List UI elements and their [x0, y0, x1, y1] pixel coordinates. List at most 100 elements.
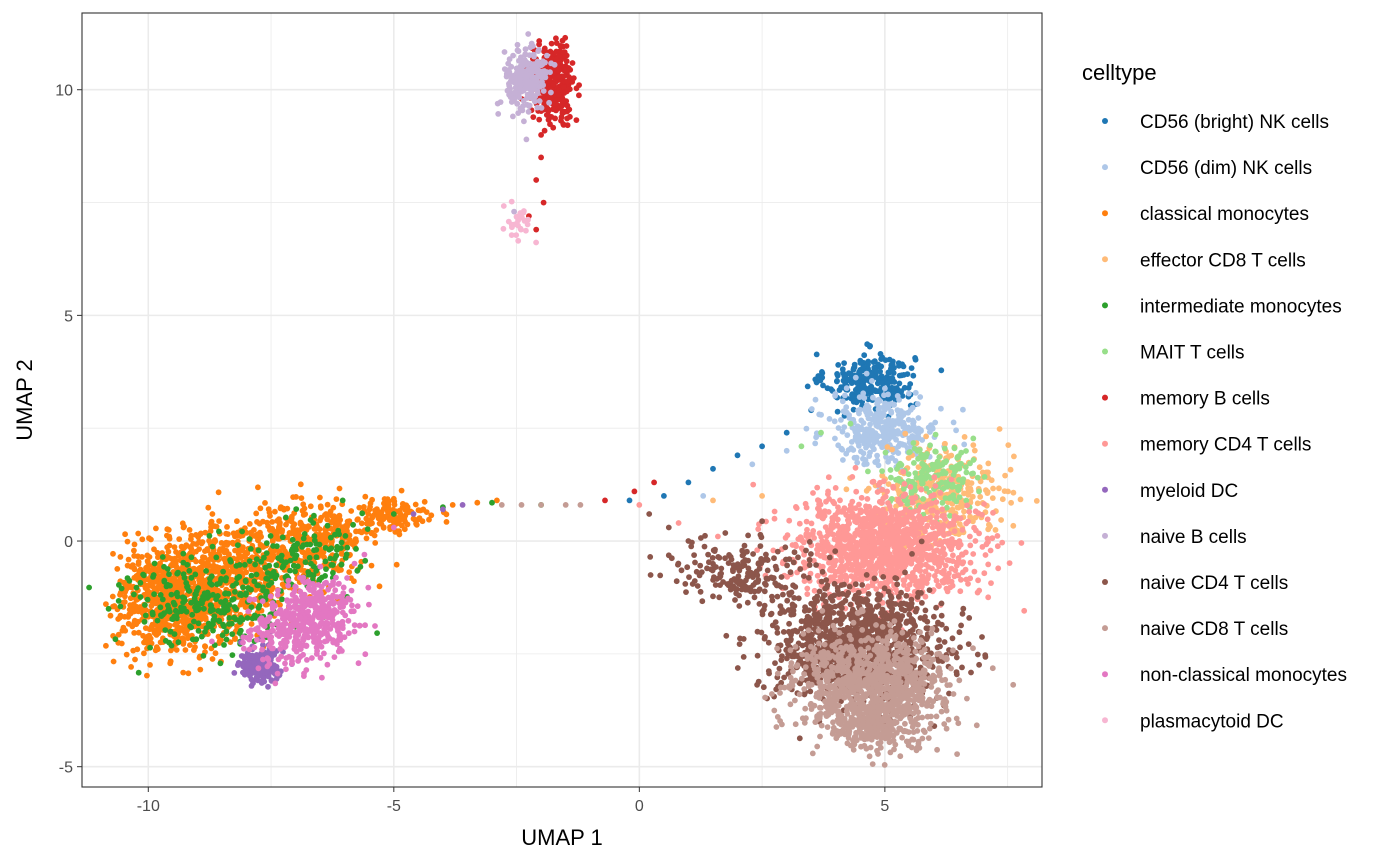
- data-point: [206, 537, 213, 544]
- data-point: [952, 468, 958, 475]
- data-point: [255, 537, 261, 544]
- data-point: [846, 415, 853, 421]
- data-point: [174, 589, 180, 596]
- data-point: [864, 496, 871, 502]
- data-point: [255, 484, 261, 491]
- data-point: [257, 541, 264, 548]
- data-point: [953, 427, 959, 434]
- data-point: [378, 520, 385, 527]
- data-point: [961, 441, 968, 448]
- data-point: [233, 563, 240, 569]
- data-point: [153, 525, 159, 532]
- data-point: [963, 448, 969, 454]
- data-point: [374, 630, 380, 636]
- data-point: [563, 58, 570, 65]
- data-point: [818, 411, 824, 418]
- data-point: [861, 461, 868, 468]
- data-point: [873, 367, 879, 374]
- data-point: [195, 620, 202, 627]
- data-point: [533, 226, 540, 233]
- data-point: [354, 567, 361, 574]
- data-point: [376, 583, 383, 590]
- data-point: [135, 669, 142, 676]
- data-point: [988, 580, 994, 586]
- data-point: [244, 615, 251, 621]
- data-point: [135, 629, 142, 636]
- data-point: [241, 561, 248, 568]
- data-point: [193, 636, 200, 643]
- data-point: [710, 465, 716, 472]
- data-point: [866, 562, 873, 569]
- data-point: [564, 115, 570, 122]
- data-point: [966, 508, 973, 515]
- data-point: [533, 177, 540, 183]
- data-point: [956, 538, 963, 544]
- data-point: [1021, 607, 1028, 614]
- data-point: [863, 444, 869, 451]
- data-point: [734, 452, 741, 459]
- data-point: [317, 494, 323, 501]
- data-point: [302, 559, 309, 566]
- data-point: [279, 529, 285, 535]
- data-point: [131, 630, 138, 636]
- data-point: [350, 521, 356, 528]
- data-point: [390, 511, 397, 517]
- data-point: [376, 510, 383, 516]
- data-point: [443, 519, 450, 525]
- data-point: [184, 584, 191, 590]
- data-point: [555, 73, 562, 80]
- data-point: [941, 567, 947, 574]
- data-point: [198, 540, 205, 547]
- data-point: [564, 78, 571, 85]
- data-point: [203, 625, 210, 631]
- data-point: [293, 546, 299, 553]
- data-point: [372, 507, 378, 514]
- data-point: [970, 551, 977, 557]
- data-point: [157, 622, 164, 629]
- data-point: [525, 108, 532, 115]
- data-point: [216, 518, 223, 524]
- data-point: [843, 563, 849, 570]
- data-point: [853, 488, 860, 495]
- data-point: [819, 370, 826, 376]
- data-point: [131, 541, 138, 548]
- data-point: [963, 497, 970, 504]
- data-point: [840, 457, 846, 463]
- data-point: [322, 573, 328, 579]
- data-point: [105, 605, 112, 612]
- data-point: [313, 554, 320, 561]
- data-point: [203, 568, 210, 574]
- data-point: [923, 433, 929, 440]
- data-point: [843, 512, 850, 518]
- data-point: [196, 546, 203, 552]
- data-point: [541, 45, 548, 52]
- data-point: [912, 389, 919, 396]
- data-point: [866, 453, 873, 459]
- data-point: [217, 660, 224, 667]
- data-point: [939, 506, 946, 513]
- data-point: [255, 582, 262, 589]
- data-point: [274, 528, 281, 535]
- data-point: [216, 640, 223, 646]
- data-point: [865, 361, 871, 368]
- data-point: [112, 636, 119, 643]
- data-point: [913, 522, 919, 529]
- data-point: [972, 508, 979, 515]
- data-point: [882, 375, 889, 382]
- data-point: [333, 552, 340, 559]
- data-point: [1018, 540, 1025, 546]
- data-point: [917, 550, 924, 556]
- data-point: [205, 504, 212, 511]
- data-point: [928, 500, 935, 507]
- data-point: [819, 563, 826, 570]
- data-point: [799, 537, 805, 544]
- data-point: [808, 520, 815, 527]
- data-point: [421, 498, 428, 505]
- data-point: [420, 506, 427, 513]
- data-point: [131, 553, 138, 559]
- data-point: [263, 540, 270, 546]
- data-point: [928, 422, 934, 428]
- data-point: [144, 552, 151, 559]
- data-point: [131, 566, 138, 573]
- data-point: [860, 450, 867, 457]
